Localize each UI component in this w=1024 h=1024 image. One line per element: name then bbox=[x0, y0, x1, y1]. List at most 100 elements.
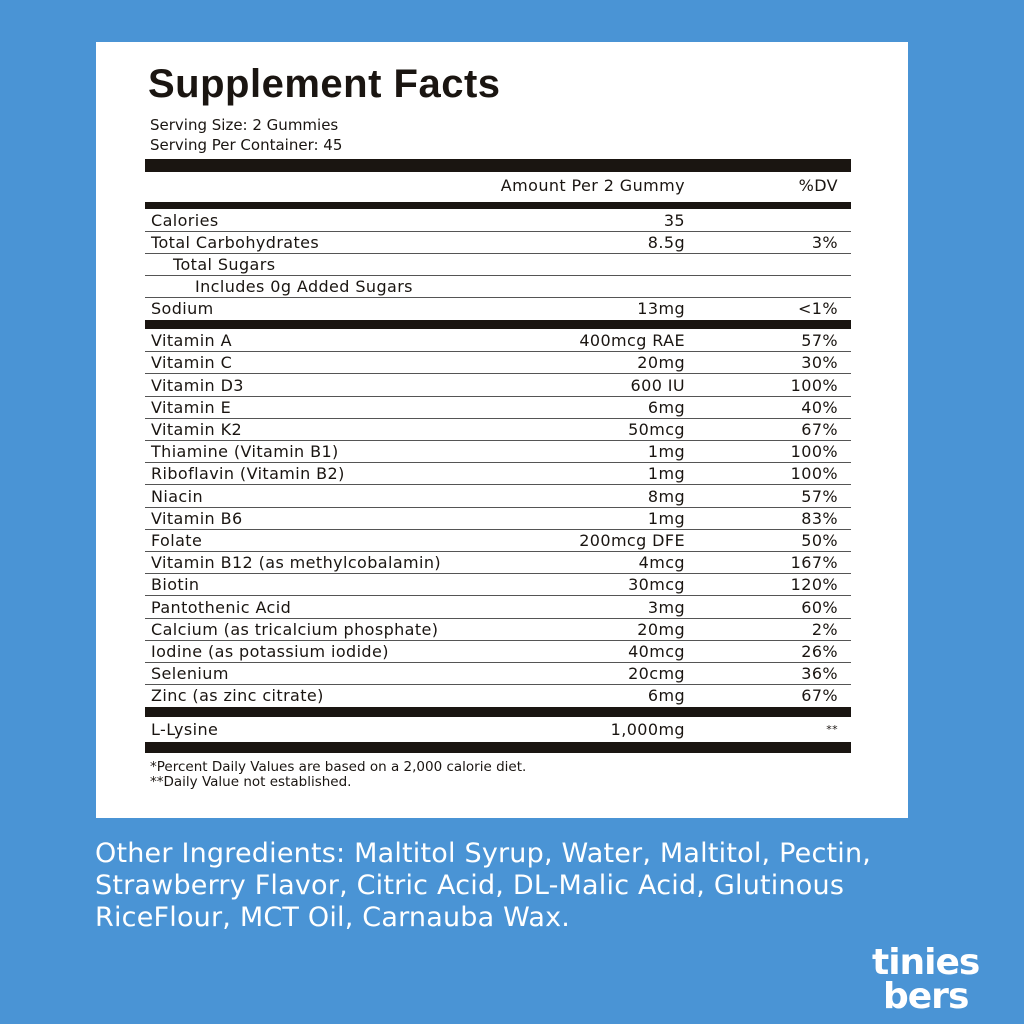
row-name: Vitamin C bbox=[151, 353, 233, 373]
row-dv: 100% bbox=[790, 375, 838, 395]
row-amount: 400mcg RAE bbox=[579, 331, 685, 351]
row-amount: 20mg bbox=[637, 619, 685, 639]
row-rule bbox=[145, 484, 851, 486]
row-name: Total Sugars bbox=[173, 255, 276, 274]
row-amount: 600 IU bbox=[630, 375, 685, 395]
row-amount: 20cmg bbox=[628, 664, 685, 684]
rule bbox=[145, 707, 851, 718]
row-dv: 60% bbox=[801, 597, 838, 617]
row-dv: 67% bbox=[801, 419, 838, 439]
row-amount: 30mcg bbox=[628, 575, 685, 595]
ingredients-line: Strawberry Flavor, Citric Acid, DL-Malic… bbox=[95, 870, 845, 901]
row-dv: <1% bbox=[798, 299, 838, 318]
row-name: Vitamin D3 bbox=[151, 375, 244, 395]
row-rule bbox=[145, 506, 851, 508]
row-amount: 13mg bbox=[637, 299, 685, 318]
row-name: Includes 0g Added Sugars bbox=[195, 277, 413, 296]
row-amount: 50mcg bbox=[628, 419, 685, 439]
row-name: Total Carbohydrates bbox=[151, 233, 320, 252]
row-rule bbox=[145, 297, 851, 298]
row-name: Biotin bbox=[151, 575, 200, 595]
row-rule bbox=[145, 639, 851, 641]
row-dv: 100% bbox=[790, 442, 838, 462]
row-name: Pantothenic Acid bbox=[151, 597, 292, 617]
row-dv: 83% bbox=[801, 508, 838, 528]
row-name: Selenium bbox=[151, 664, 229, 684]
logo: tinies bers bbox=[872, 942, 980, 1017]
logo-line: tinies bbox=[872, 942, 980, 983]
logo-line: bers bbox=[883, 976, 969, 1017]
row-name: Vitamin A bbox=[151, 331, 232, 351]
row-rule bbox=[145, 231, 851, 232]
servings: Serving Per Container: 45 bbox=[150, 136, 343, 154]
row-rule bbox=[145, 617, 851, 619]
row-amount: 40mcg bbox=[628, 641, 685, 661]
row-dv: ** bbox=[826, 723, 838, 737]
row-rule bbox=[145, 395, 851, 397]
row-amount: 200mcg DFE bbox=[579, 530, 685, 550]
row-rule bbox=[145, 351, 851, 353]
row-rule bbox=[145, 573, 851, 575]
row-amount: 1,000mg bbox=[610, 720, 685, 740]
rule bbox=[145, 320, 851, 329]
row-amount: 1mg bbox=[647, 464, 685, 484]
row-amount: 1mg bbox=[647, 442, 685, 462]
row-amount: 6mg bbox=[647, 397, 685, 417]
row-name: Iodine (as potassium iodide) bbox=[151, 641, 389, 661]
row-name: Riboflavin (Vitamin B2) bbox=[151, 464, 345, 484]
ingredients-line: RiceFlour, MCT Oil, Carnauba Wax. bbox=[95, 902, 571, 933]
row-dv: 50% bbox=[801, 530, 838, 550]
row-name: Sodium bbox=[151, 299, 214, 318]
label-panel: Supplement Facts Serving Size: 2 Gummies… bbox=[96, 42, 908, 818]
row-name: Calories bbox=[151, 211, 219, 230]
row-dv: 100% bbox=[790, 464, 838, 484]
row-rule bbox=[145, 684, 851, 686]
row-rule bbox=[145, 253, 851, 254]
row-name: Thiamine (Vitamin B1) bbox=[151, 442, 339, 462]
row-name: Niacin bbox=[151, 486, 204, 506]
label-title: Supplement Facts bbox=[148, 62, 501, 106]
row-name: Vitamin K2 bbox=[151, 419, 243, 439]
row-name: L-Lysine bbox=[151, 720, 219, 740]
serving-size: Serving Size: 2 Gummies bbox=[150, 116, 339, 134]
row-rule bbox=[145, 528, 851, 530]
row-name: Vitamin E bbox=[151, 397, 232, 417]
header-dv: %DV bbox=[798, 176, 838, 195]
row-dv: 67% bbox=[801, 686, 838, 706]
ingredients-line: Other Ingredients: Maltitol Syrup, Water… bbox=[95, 838, 872, 869]
row-amount: 8.5g bbox=[647, 233, 685, 252]
row-rule bbox=[145, 417, 851, 419]
header-amount: Amount Per 2 Gummy bbox=[500, 176, 685, 195]
row-amount: 6mg bbox=[647, 686, 685, 706]
row-rule bbox=[145, 440, 851, 441]
row-dv: 57% bbox=[801, 331, 838, 351]
rule bbox=[145, 742, 851, 754]
row-name: Calcium (as tricalcium phosphate) bbox=[151, 619, 439, 639]
footnote: **Daily Value not established. bbox=[150, 774, 352, 791]
row-dv: 30% bbox=[801, 353, 838, 373]
row-name: Vitamin B6 bbox=[151, 508, 243, 528]
row-name: Vitamin B12 (as methylcobalamin) bbox=[151, 553, 442, 573]
row-amount: 3mg bbox=[647, 597, 685, 617]
row-dv: 26% bbox=[801, 641, 838, 661]
row-amount: 1mg bbox=[647, 508, 685, 528]
row-rule bbox=[145, 373, 851, 375]
row-amount: 4mcg bbox=[638, 553, 685, 573]
row-rule bbox=[145, 462, 851, 464]
row-amount: 35 bbox=[663, 211, 685, 230]
rule bbox=[145, 159, 851, 172]
row-dv: 57% bbox=[801, 486, 838, 506]
row-dv: 2% bbox=[811, 619, 838, 639]
row-dv: 120% bbox=[790, 575, 838, 595]
row-name: Zinc (as zinc citrate) bbox=[151, 686, 324, 706]
row-name: Folate bbox=[151, 530, 203, 550]
row-amount: 8mg bbox=[647, 486, 685, 506]
row-dv: 40% bbox=[801, 397, 838, 417]
row-dv: 167% bbox=[790, 553, 838, 573]
row-rule bbox=[145, 662, 851, 663]
row-rule bbox=[145, 551, 851, 552]
row-amount: 20mg bbox=[637, 353, 685, 373]
row-rule bbox=[145, 275, 851, 276]
footnote: *Percent Daily Values are based on a 2,0… bbox=[150, 759, 527, 776]
